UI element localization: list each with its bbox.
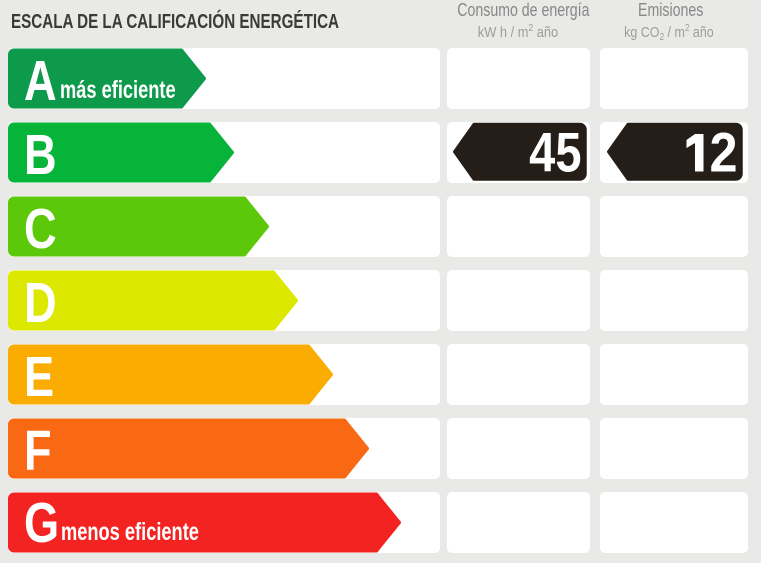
svg-text:45: 45 (529, 122, 581, 182)
svg-text:2: 2 (709, 122, 737, 182)
